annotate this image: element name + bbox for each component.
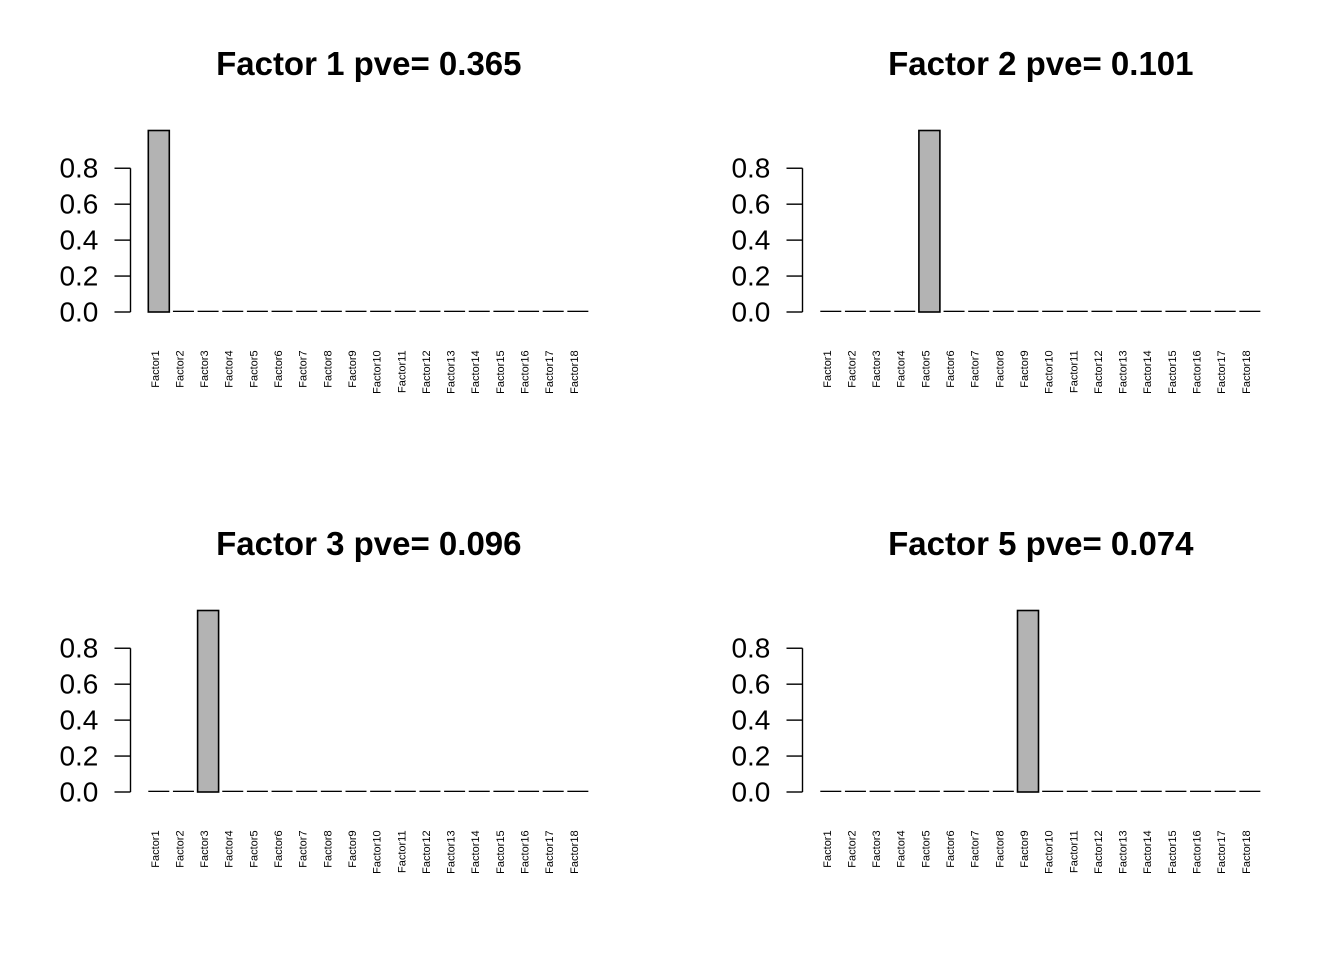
svg-text:Factor18: Factor18 bbox=[1241, 350, 1253, 393]
svg-text:Factor6: Factor6 bbox=[273, 350, 285, 387]
svg-text:Factor13: Factor13 bbox=[1118, 350, 1130, 393]
svg-text:Factor6: Factor6 bbox=[945, 350, 957, 387]
svg-text:Factor16: Factor16 bbox=[1192, 350, 1204, 393]
svg-text:0.0: 0.0 bbox=[731, 777, 770, 808]
svg-text:Factor14: Factor14 bbox=[470, 350, 482, 393]
svg-text:Factor15: Factor15 bbox=[495, 350, 507, 393]
svg-text:Factor6: Factor6 bbox=[945, 830, 957, 867]
svg-text:Factor5: Factor5 bbox=[920, 350, 932, 387]
svg-text:0.6: 0.6 bbox=[731, 189, 770, 220]
svg-text:Factor3: Factor3 bbox=[199, 350, 211, 387]
svg-text:Factor 2 pve= 0.101: Factor 2 pve= 0.101 bbox=[888, 45, 1193, 82]
svg-text:Factor16: Factor16 bbox=[520, 350, 532, 393]
svg-text:Factor17: Factor17 bbox=[1216, 830, 1228, 873]
svg-text:Factor11: Factor11 bbox=[396, 350, 408, 393]
svg-text:Factor17: Factor17 bbox=[544, 830, 556, 873]
svg-text:Factor12: Factor12 bbox=[1093, 350, 1105, 393]
svg-text:Factor4: Factor4 bbox=[224, 830, 236, 867]
svg-text:Factor6: Factor6 bbox=[273, 830, 285, 867]
svg-text:Factor3: Factor3 bbox=[871, 830, 883, 867]
svg-text:0.4: 0.4 bbox=[59, 225, 98, 256]
svg-text:Factor14: Factor14 bbox=[1142, 350, 1154, 393]
svg-text:Factor8: Factor8 bbox=[994, 830, 1006, 867]
svg-text:0.0: 0.0 bbox=[59, 297, 98, 328]
svg-text:Factor8: Factor8 bbox=[322, 830, 334, 867]
svg-text:Factor2: Factor2 bbox=[174, 830, 186, 867]
svg-text:Factor9: Factor9 bbox=[1019, 350, 1031, 387]
svg-text:Factor13: Factor13 bbox=[446, 350, 458, 393]
svg-text:Factor 1 pve= 0.365: Factor 1 pve= 0.365 bbox=[216, 45, 521, 82]
svg-text:Factor8: Factor8 bbox=[994, 350, 1006, 387]
svg-text:0.8: 0.8 bbox=[59, 633, 98, 664]
svg-text:0.8: 0.8 bbox=[731, 153, 770, 184]
svg-text:Factor14: Factor14 bbox=[470, 830, 482, 873]
svg-text:Factor17: Factor17 bbox=[544, 350, 556, 393]
svg-text:Factor11: Factor11 bbox=[396, 830, 408, 873]
svg-text:Factor17: Factor17 bbox=[1216, 350, 1228, 393]
svg-text:Factor4: Factor4 bbox=[896, 350, 908, 387]
svg-text:Factor14: Factor14 bbox=[1142, 830, 1154, 873]
svg-text:Factor4: Factor4 bbox=[896, 830, 908, 867]
svg-text:0.0: 0.0 bbox=[59, 777, 98, 808]
svg-text:Factor5: Factor5 bbox=[248, 350, 260, 387]
svg-text:Factor18: Factor18 bbox=[569, 350, 581, 393]
svg-text:0.0: 0.0 bbox=[731, 297, 770, 328]
svg-text:Factor16: Factor16 bbox=[1192, 830, 1204, 873]
svg-text:0.8: 0.8 bbox=[731, 633, 770, 664]
svg-text:Factor2: Factor2 bbox=[846, 830, 858, 867]
svg-text:Factor15: Factor15 bbox=[495, 830, 507, 873]
svg-text:0.6: 0.6 bbox=[59, 669, 98, 700]
svg-text:Factor10: Factor10 bbox=[1044, 350, 1056, 393]
svg-text:Factor11: Factor11 bbox=[1068, 830, 1080, 873]
svg-text:Factor10: Factor10 bbox=[372, 830, 384, 873]
svg-text:Factor12: Factor12 bbox=[421, 830, 433, 873]
svg-text:Factor5: Factor5 bbox=[248, 830, 260, 867]
svg-text:Factor10: Factor10 bbox=[1044, 830, 1056, 873]
svg-text:Factor18: Factor18 bbox=[1241, 830, 1253, 873]
svg-text:Factor1: Factor1 bbox=[150, 830, 162, 867]
svg-text:Factor5: Factor5 bbox=[920, 830, 932, 867]
svg-text:Factor3: Factor3 bbox=[199, 830, 211, 867]
svg-text:0.6: 0.6 bbox=[59, 189, 98, 220]
svg-text:0.2: 0.2 bbox=[59, 741, 98, 772]
svg-text:Factor12: Factor12 bbox=[421, 350, 433, 393]
svg-text:Factor16: Factor16 bbox=[520, 830, 532, 873]
svg-text:0.2: 0.2 bbox=[731, 741, 770, 772]
svg-text:Factor13: Factor13 bbox=[446, 830, 458, 873]
svg-text:Factor18: Factor18 bbox=[569, 830, 581, 873]
svg-text:Factor1: Factor1 bbox=[822, 830, 834, 867]
svg-text:0.4: 0.4 bbox=[59, 705, 98, 736]
svg-text:0.4: 0.4 bbox=[731, 705, 770, 736]
svg-text:Factor8: Factor8 bbox=[322, 350, 334, 387]
svg-text:Factor7: Factor7 bbox=[970, 830, 982, 867]
svg-text:0.2: 0.2 bbox=[731, 261, 770, 292]
svg-text:Factor1: Factor1 bbox=[150, 350, 162, 387]
svg-text:Factor7: Factor7 bbox=[298, 350, 310, 387]
svg-text:Factor11: Factor11 bbox=[1068, 350, 1080, 393]
svg-text:Factor9: Factor9 bbox=[1019, 830, 1031, 867]
svg-text:Factor7: Factor7 bbox=[298, 830, 310, 867]
svg-text:Factor2: Factor2 bbox=[846, 350, 858, 387]
svg-text:Factor9: Factor9 bbox=[347, 830, 359, 867]
svg-text:Factor7: Factor7 bbox=[970, 350, 982, 387]
svg-text:Factor12: Factor12 bbox=[1093, 830, 1105, 873]
svg-text:0.6: 0.6 bbox=[731, 669, 770, 700]
svg-text:Factor15: Factor15 bbox=[1167, 830, 1179, 873]
svg-text:Factor9: Factor9 bbox=[347, 350, 359, 387]
svg-text:Factor 5 pve= 0.074: Factor 5 pve= 0.074 bbox=[888, 525, 1194, 562]
svg-text:0.8: 0.8 bbox=[59, 153, 98, 184]
svg-text:0.4: 0.4 bbox=[731, 225, 770, 256]
svg-text:Factor13: Factor13 bbox=[1118, 830, 1130, 873]
svg-text:Factor4: Factor4 bbox=[224, 350, 236, 387]
svg-text:Factor15: Factor15 bbox=[1167, 350, 1179, 393]
svg-text:Factor10: Factor10 bbox=[372, 350, 384, 393]
svg-text:Factor2: Factor2 bbox=[174, 350, 186, 387]
svg-text:Factor 3 pve= 0.096: Factor 3 pve= 0.096 bbox=[216, 525, 521, 562]
svg-text:Factor3: Factor3 bbox=[871, 350, 883, 387]
svg-text:0.2: 0.2 bbox=[59, 261, 98, 292]
svg-text:Factor1: Factor1 bbox=[822, 350, 834, 387]
